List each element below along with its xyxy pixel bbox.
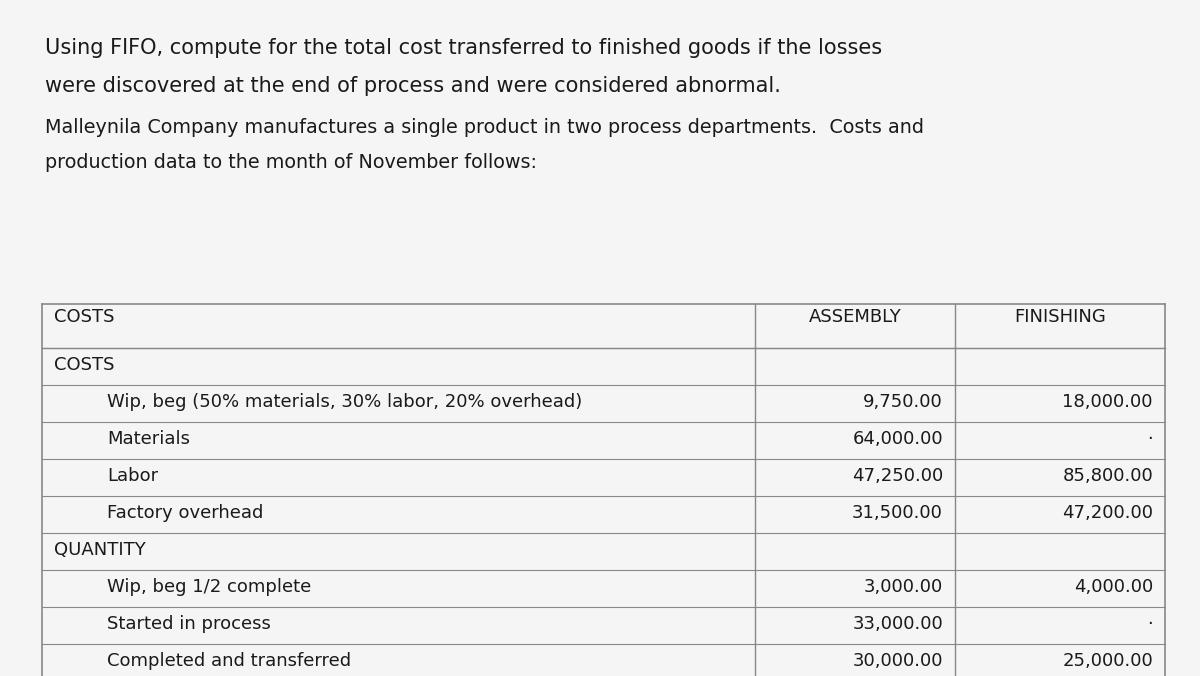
Text: Materials: Materials bbox=[107, 430, 190, 448]
Text: 4,000.00: 4,000.00 bbox=[1074, 578, 1153, 596]
Text: 85,800.00: 85,800.00 bbox=[1062, 467, 1153, 485]
Text: FINISHING: FINISHING bbox=[1014, 308, 1106, 326]
Text: 25,000.00: 25,000.00 bbox=[1062, 652, 1153, 670]
Text: QUANTITY: QUANTITY bbox=[54, 541, 145, 559]
Text: 30,000.00: 30,000.00 bbox=[852, 652, 943, 670]
Text: Wip, beg (50% materials, 30% labor, 20% overhead): Wip, beg (50% materials, 30% labor, 20% … bbox=[107, 393, 582, 411]
Text: Factory overhead: Factory overhead bbox=[107, 504, 263, 522]
Text: Wip, beg 1/2 complete: Wip, beg 1/2 complete bbox=[107, 578, 311, 596]
Text: were discovered at the end of process and were considered abnormal.: were discovered at the end of process an… bbox=[46, 76, 781, 96]
Text: Completed and transferred: Completed and transferred bbox=[107, 652, 352, 670]
Text: 47,200.00: 47,200.00 bbox=[1062, 504, 1153, 522]
Text: ·: · bbox=[1147, 430, 1153, 448]
Text: 3,000.00: 3,000.00 bbox=[864, 578, 943, 596]
Text: ASSEMBLY: ASSEMBLY bbox=[809, 308, 901, 326]
Text: COSTS: COSTS bbox=[54, 356, 114, 374]
Text: Using FIFO, compute for the total cost transferred to finished goods if the loss: Using FIFO, compute for the total cost t… bbox=[46, 38, 882, 58]
Text: 64,000.00: 64,000.00 bbox=[852, 430, 943, 448]
Text: 47,250.00: 47,250.00 bbox=[852, 467, 943, 485]
Text: 9,750.00: 9,750.00 bbox=[863, 393, 943, 411]
Text: 31,500.00: 31,500.00 bbox=[852, 504, 943, 522]
Text: ·: · bbox=[1147, 615, 1153, 633]
Text: Malleynila Company manufactures a single product in two process departments.  Co: Malleynila Company manufactures a single… bbox=[46, 118, 924, 137]
Text: Started in process: Started in process bbox=[107, 615, 271, 633]
Text: 33,000.00: 33,000.00 bbox=[852, 615, 943, 633]
Text: 18,000.00: 18,000.00 bbox=[1062, 393, 1153, 411]
Text: production data to the month of November follows:: production data to the month of November… bbox=[46, 153, 538, 172]
Text: COSTS: COSTS bbox=[54, 308, 114, 326]
Text: Labor: Labor bbox=[107, 467, 158, 485]
